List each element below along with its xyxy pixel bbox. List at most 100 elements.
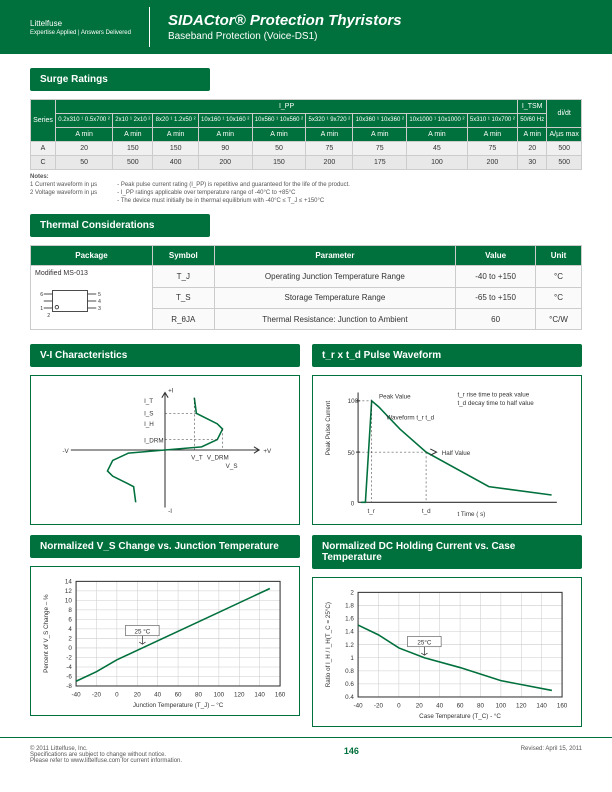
col-2: 8x20 ¹ 1.2x50 ² <box>153 114 198 128</box>
svg-text:I_T: I_T <box>144 398 153 405</box>
footer: © 2011 Littelfuse, Inc. Specifications a… <box>0 737 612 764</box>
pulse-chart: 100 50 0 Peak Pulse Current t Time ( s) … <box>312 375 582 525</box>
note-3: - I_PP ratings applicable over temperatu… <box>117 190 350 198</box>
svg-text:100: 100 <box>214 692 225 699</box>
svg-text:160: 160 <box>557 703 568 710</box>
svg-text:14: 14 <box>65 579 72 586</box>
cell: 20 <box>56 142 113 156</box>
cell: C <box>31 156 56 170</box>
svg-text:10: 10 <box>65 598 72 605</box>
surge-header: Surge Ratings <box>30 68 210 91</box>
surge-cols-row: 0.2x310 ¹ 0.5x700 ² 2x10 ¹ 2x10 ² 8x20 ¹… <box>31 114 582 128</box>
svg-text:60: 60 <box>457 703 464 710</box>
cell: 75 <box>353 142 407 156</box>
svg-text:1.6: 1.6 <box>345 616 354 623</box>
svg-text:V_S: V_S <box>226 463 238 470</box>
svg-text:60: 60 <box>175 692 182 699</box>
svg-text:Case Temperature (T_C) - °C: Case Temperature (T_C) - °C <box>419 712 501 720</box>
svg-text:t_r: t_r <box>367 508 374 515</box>
note-1: 2 Voltage waveform in µs <box>30 190 97 198</box>
th-unit: Unit <box>536 246 582 266</box>
svg-text:I_H: I_H <box>144 421 154 428</box>
table-row: Modified MS-013 6 1 5 4 3 2 <box>31 266 582 287</box>
svg-text:120: 120 <box>234 692 245 699</box>
cell: 45 <box>407 142 468 156</box>
notes-label: Notes: <box>30 174 582 182</box>
table-row: A 20 150 150 90 50 75 75 45 75 20 500 <box>31 142 582 156</box>
cell: 75 <box>306 142 353 156</box>
cell: 50 <box>252 142 306 156</box>
svg-text:6: 6 <box>40 292 43 298</box>
svg-text:-6: -6 <box>66 674 72 681</box>
svg-text:25 °C: 25 °C <box>135 628 151 636</box>
cell: 60 <box>456 309 536 330</box>
cell: 400 <box>153 156 198 170</box>
chart-row-1: V-I Characteristics +V -V +I -I <box>30 344 582 525</box>
svg-text:160: 160 <box>275 692 286 699</box>
svg-text:2: 2 <box>350 590 354 597</box>
cell: Thermal Resistance: Junction to Ambient <box>214 309 456 330</box>
surge-notes: Notes: 1 Current waveform in µs 2 Voltag… <box>30 174 582 205</box>
cell: °C <box>536 266 582 287</box>
svg-text:0: 0 <box>397 703 401 710</box>
col-1: 2x10 ¹ 2x10 ² <box>113 114 153 128</box>
content: Surge Ratings Series I_PP I_TSM di/dt 0.… <box>0 54 612 727</box>
col-7: 10x1000 ¹ 10x1000 ² <box>407 114 468 128</box>
svg-text:140: 140 <box>536 703 547 710</box>
svg-text:140: 140 <box>254 692 265 699</box>
cell: -40 to +150 <box>456 266 536 287</box>
u5: A min <box>306 128 353 142</box>
col-6: 10x360 ¹ 10x360 ² <box>353 114 407 128</box>
thermal-header: Thermal Considerations <box>30 214 210 237</box>
pulse-col: t_r x t_d Pulse Waveform 100 50 0 Peak P… <box>312 344 582 525</box>
chart-row-2: Normalized V_S Change vs. Junction Tempe… <box>30 535 582 727</box>
svg-text:0: 0 <box>68 645 72 652</box>
svg-text:0.4: 0.4 <box>345 694 354 701</box>
col-3: 10x160 ¹ 10x160 ² <box>198 114 252 128</box>
svg-text:25°C: 25°C <box>417 639 431 647</box>
note-2: - Peak pulse current rating (I_PP) is re… <box>117 182 350 190</box>
cell: T_S <box>153 287 215 308</box>
svg-text:1: 1 <box>40 306 43 312</box>
cell: R_θJA <box>153 309 215 330</box>
cell: °C <box>536 287 582 308</box>
svg-text:-20: -20 <box>92 692 102 699</box>
thermal-table: Package Symbol Parameter Value Unit Modi… <box>30 245 582 330</box>
svg-text:1: 1 <box>350 655 354 662</box>
svg-text:40: 40 <box>436 703 443 710</box>
svg-text:V_T: V_T <box>191 455 203 462</box>
note-0: 1 Current waveform in µs <box>30 182 97 190</box>
table-row: C 50 500 400 200 150 200 175 100 200 30 … <box>31 156 582 170</box>
cell: 50 <box>56 156 113 170</box>
package-icon: 6 1 5 4 3 2 <box>35 279 105 323</box>
svg-text:4: 4 <box>68 626 72 633</box>
svg-text:t_d: t_d <box>422 508 431 515</box>
svg-text:Ratio of I_H / I_H(T_C = 25°: Ratio of I_H / I_H(T_C = 25°C) <box>324 602 332 687</box>
cell: 30 <box>518 156 547 170</box>
th-param: Parameter <box>214 246 456 266</box>
svg-text:12: 12 <box>65 588 72 595</box>
svg-text:6: 6 <box>68 617 72 624</box>
cell: 200 <box>467 156 517 170</box>
svg-text:20: 20 <box>134 692 141 699</box>
col-0: 0.2x310 ¹ 0.5x700 ² <box>56 114 113 128</box>
svg-text:+V: +V <box>263 449 272 456</box>
header-divider <box>149 7 150 47</box>
svg-text:3: 3 <box>98 306 101 312</box>
vs-temp-title: Normalized V_S Change vs. Junction Tempe… <box>30 535 300 558</box>
logo-text: Littelfuse <box>30 19 131 28</box>
th-sym: Symbol <box>153 246 215 266</box>
svg-text:0.8: 0.8 <box>345 668 354 675</box>
svg-text:5: 5 <box>98 292 101 298</box>
svg-text:0.6: 0.6 <box>345 681 354 688</box>
u1: A min <box>113 128 153 142</box>
u10: A/µs max <box>547 128 582 142</box>
svg-text:V_DRM: V_DRM <box>207 455 229 462</box>
svg-text:4: 4 <box>98 299 101 305</box>
cell: 20 <box>518 142 547 156</box>
cell: 90 <box>198 142 252 156</box>
cell: T_J <box>153 266 215 287</box>
svg-text:20: 20 <box>416 703 423 710</box>
cell: 150 <box>252 156 306 170</box>
ih-temp-col: Normalized DC Holding Current vs. Case T… <box>312 535 582 727</box>
